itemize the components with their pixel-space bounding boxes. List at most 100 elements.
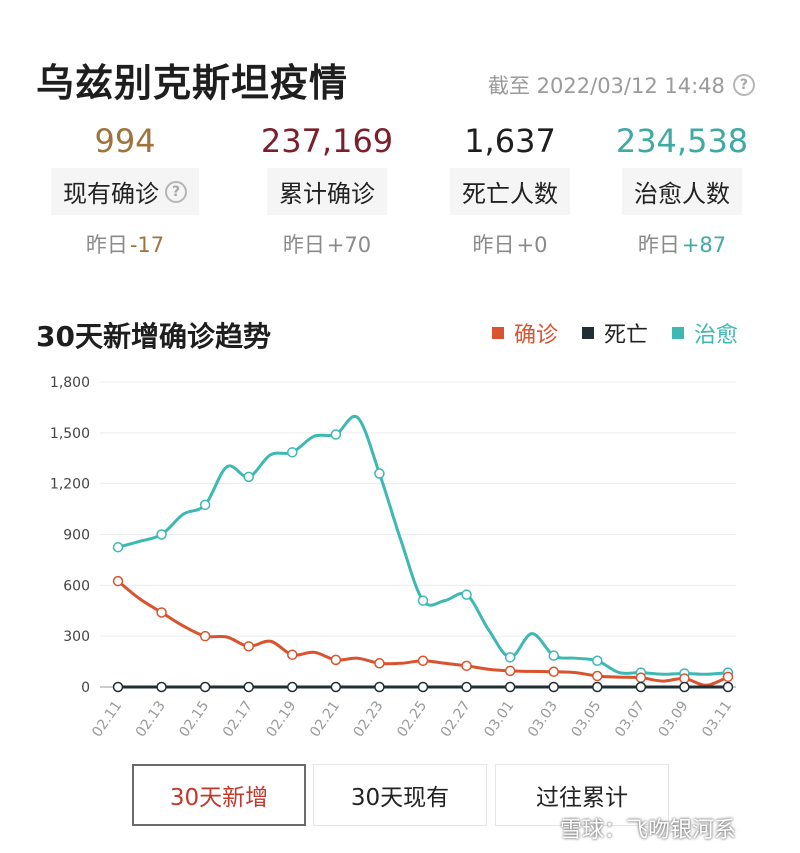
data-point xyxy=(287,447,298,458)
data-point xyxy=(504,681,516,693)
as-of-timestamp: 截至 2022/03/12 14:48 ? xyxy=(488,70,755,100)
data-point xyxy=(374,468,385,479)
data-point xyxy=(548,681,559,693)
stat-label: 现有确诊 ? xyxy=(51,168,199,215)
chart-title: 30天新增确诊趋势 xyxy=(36,320,271,353)
stat-label-text: 现有确诊 xyxy=(63,180,159,208)
legend-swatch xyxy=(582,327,595,339)
data-point xyxy=(156,529,167,540)
x-tick-label: 02.13 xyxy=(133,698,169,740)
y-tick-label: 600 xyxy=(63,578,90,594)
stat-label-text: 治愈人数 xyxy=(634,180,730,208)
stat-current: 994 现有确诊 ? 昨日-17 xyxy=(30,118,220,259)
x-tick-label: 03.05 xyxy=(568,698,604,740)
tab-30-day-current[interactable]: 30天现有 xyxy=(313,764,487,826)
stat-total: 237,169 累计确诊 昨日+70 xyxy=(232,118,422,259)
data-point xyxy=(199,630,211,642)
x-tick-label: 03.09 xyxy=(656,698,692,740)
data-point xyxy=(722,671,734,683)
yesterday-delta: +0 xyxy=(516,233,548,257)
legend-swatch xyxy=(492,327,504,339)
tab-historical-cumulative[interactable]: 过往累计 xyxy=(495,764,669,826)
data-point xyxy=(548,666,559,677)
data-point xyxy=(330,654,342,666)
data-point xyxy=(679,681,690,693)
data-point xyxy=(461,681,472,693)
x-tick-label: 02.25 xyxy=(394,698,430,740)
legend-item-confirmed[interactable]: 确诊 xyxy=(492,317,558,349)
x-tick-label: 02.11 xyxy=(89,698,125,740)
legend-item-recovered[interactable]: 治愈 xyxy=(672,317,738,349)
data-point xyxy=(112,681,124,693)
data-point xyxy=(287,681,298,693)
x-tick-label: 02.27 xyxy=(438,698,474,740)
stat-label: 死亡人数 xyxy=(450,168,570,215)
x-tick-label: 02.21 xyxy=(307,698,343,740)
stat-yesterday: 昨日-17 xyxy=(30,229,220,259)
data-point xyxy=(417,655,429,666)
x-tick-label: 03.01 xyxy=(481,698,517,740)
stat-yesterday: 昨日+0 xyxy=(415,229,605,259)
data-point xyxy=(592,681,603,693)
data-point xyxy=(417,681,429,693)
data-point xyxy=(635,672,647,683)
data-point xyxy=(504,665,516,677)
stat-label: 累计确诊 xyxy=(267,168,387,215)
stat-deaths: 1,637 死亡人数 昨日+0 xyxy=(415,118,605,259)
tab-30-day-new[interactable]: 30天新增 xyxy=(132,764,306,826)
data-point xyxy=(156,607,167,618)
legend-swatch xyxy=(672,327,685,339)
data-point xyxy=(112,575,124,587)
yesterday-delta: +87 xyxy=(681,233,727,257)
data-point xyxy=(461,660,472,672)
data-point xyxy=(504,652,516,663)
data-point xyxy=(287,649,298,661)
as-of-text: 截至 2022/03/12 14:48 xyxy=(488,74,725,98)
data-point xyxy=(635,681,647,693)
y-tick-label: 1,800 xyxy=(50,375,90,391)
y-tick-label: 1,500 xyxy=(50,426,90,442)
yesterday-prefix: 昨日 xyxy=(282,233,325,257)
stat-recovered: 234,538 治愈人数 昨日+87 xyxy=(587,118,777,259)
stat-value: 237,169 xyxy=(260,122,394,160)
stat-label: 治愈人数 xyxy=(622,168,742,215)
x-tick-label: 02.23 xyxy=(351,698,387,740)
data-point xyxy=(592,670,603,682)
line-chart: 0 300 600 900 1,200 1,500 1,800 02.11 02.13 02.15… xyxy=(50,375,736,740)
y-tick-label: 0 xyxy=(81,680,90,696)
data-point xyxy=(374,681,385,693)
y-tick-label: 1,200 xyxy=(50,477,90,493)
data-point xyxy=(330,429,342,440)
stat-label-text: 死亡人数 xyxy=(462,180,558,208)
chart-legend: 确诊 死亡 治愈 xyxy=(492,317,738,349)
yesterday-delta: +70 xyxy=(326,233,372,257)
data-point xyxy=(156,681,167,693)
x-tick-label: 03.11 xyxy=(699,698,735,740)
stat-value: 234,538 xyxy=(615,122,749,160)
y-tick-label: 900 xyxy=(63,528,90,544)
question-circle-icon[interactable]: ? xyxy=(732,74,755,96)
legend-item-deaths[interactable]: 死亡 xyxy=(582,317,648,349)
data-point xyxy=(243,471,254,483)
legend-label: 死亡 xyxy=(604,323,649,348)
legend-label: 确诊 xyxy=(514,323,559,348)
yesterday-prefix: 昨日 xyxy=(637,233,680,257)
data-point xyxy=(330,681,342,693)
stats-row: 994 现有确诊 ? 昨日-17 237,169 累计确诊 昨日+70 1,63… xyxy=(0,118,800,268)
data-point xyxy=(243,681,254,693)
x-tick-label: 03.03 xyxy=(525,698,561,740)
data-point xyxy=(243,641,254,652)
data-point xyxy=(461,589,472,600)
question-circle-icon[interactable]: ? xyxy=(165,180,187,203)
legend-label: 治愈 xyxy=(694,323,739,348)
x-tick-label: 03.07 xyxy=(612,698,648,740)
data-point xyxy=(199,499,211,511)
data-point xyxy=(199,681,211,693)
stat-value: 1,637 xyxy=(464,122,556,160)
data-point xyxy=(548,650,559,661)
page-title: 乌兹别克斯坦疫情 xyxy=(36,61,349,105)
data-point xyxy=(722,681,734,693)
stat-label-text: 累计确诊 xyxy=(279,180,375,208)
x-tick-label: 02.15 xyxy=(176,698,212,740)
watermark: 雪球：飞吻银河系 xyxy=(560,818,737,843)
